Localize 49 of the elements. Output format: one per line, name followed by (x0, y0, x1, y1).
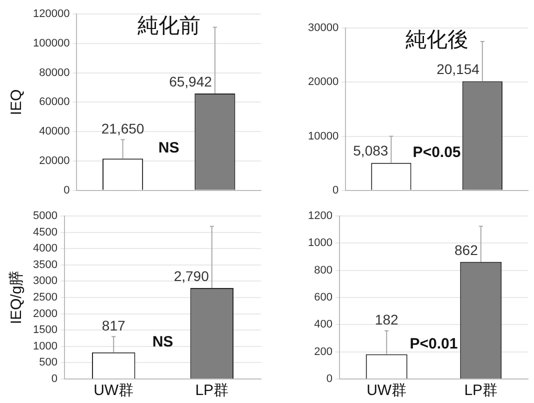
y-tick-label: 100000 (32, 37, 70, 50)
y-tick-label: 120000 (32, 8, 70, 20)
y-tick-label: 500 (39, 356, 58, 369)
data-label: 862 (454, 242, 478, 258)
y-tick-label: 0 (326, 373, 332, 386)
x-tick-label: LP群 (464, 382, 498, 400)
y-tick-label: 1000 (308, 237, 332, 250)
y-tick-label: 20000 (39, 155, 70, 168)
y-tick-label: 30000 (308, 22, 339, 34)
y-tick-label: 800 (314, 264, 332, 276)
x-tick-label: UW群 (94, 382, 134, 400)
y-axis-title: IEQ/g膵 (8, 270, 26, 324)
y-tick-label: 4000 (32, 242, 58, 255)
y-tick-label: 0 (51, 373, 58, 386)
chart-title: 純化後 (405, 28, 468, 52)
y-tick-label: 1200 (308, 210, 332, 222)
y-tick-label: 4500 (32, 226, 58, 238)
data-label: 817 (102, 317, 126, 334)
y-tick-label: 40000 (39, 126, 70, 138)
y-tick-label: 0 (332, 184, 339, 196)
chart-title: 純化前 (137, 14, 200, 38)
y-tick-label: 1000 (32, 340, 58, 352)
annotation: NS (152, 334, 174, 351)
data-label: 20,154 (436, 61, 480, 78)
y-tick-label: 600 (314, 292, 332, 304)
y-tick-label: 0 (64, 184, 70, 196)
y-tick-label: 400 (314, 318, 332, 331)
y-tick-label: 3000 (32, 275, 58, 288)
y-tick-label: 3500 (32, 258, 58, 271)
y-axis-title: IEQ (8, 89, 26, 116)
annotation: P<0.05 (412, 144, 461, 162)
y-tick-label: 20000 (308, 76, 339, 88)
y-tick-label: 80000 (39, 66, 70, 79)
y-tick-label: 200 (314, 346, 332, 358)
y-tick-label: 5000 (32, 210, 58, 222)
data-label: 21,650 (101, 120, 144, 137)
annotation: P<0.01 (410, 335, 458, 352)
y-tick-label: 60000 (39, 96, 70, 108)
y-tick-label: 1500 (32, 324, 58, 336)
data-label: 2,790 (174, 268, 210, 284)
y-tick-label: 10000 (308, 130, 339, 142)
data-label: 182 (374, 312, 398, 328)
data-label: 65,942 (169, 73, 212, 90)
x-tick-label: LP群 (195, 382, 229, 400)
y-tick-label: 2000 (32, 308, 58, 320)
x-tick-label: UW群 (366, 382, 407, 400)
annotation: NS (158, 140, 180, 157)
data-label: 5,083 (353, 142, 388, 159)
y-tick-label: 2500 (32, 292, 58, 304)
